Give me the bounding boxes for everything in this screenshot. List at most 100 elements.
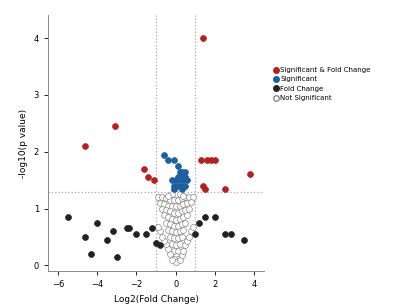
Point — [164, 228, 171, 233]
Point — [182, 220, 189, 225]
Point — [141, 166, 148, 171]
Point — [166, 209, 173, 214]
Point — [64, 215, 71, 220]
Point — [176, 203, 183, 208]
Point — [180, 194, 187, 199]
Point — [151, 178, 157, 183]
Point — [170, 236, 177, 241]
Point — [178, 183, 185, 188]
Point — [170, 211, 177, 216]
Point — [114, 254, 120, 259]
Point — [88, 252, 94, 257]
Point — [172, 192, 179, 197]
Point — [125, 226, 132, 231]
Point — [153, 240, 159, 245]
Point — [176, 229, 183, 234]
Point — [123, 226, 130, 231]
Point — [180, 178, 187, 183]
Point — [178, 186, 185, 191]
Point — [174, 211, 181, 216]
Point — [184, 178, 191, 183]
Point — [174, 256, 181, 261]
Point — [182, 242, 189, 247]
Point — [170, 256, 177, 261]
Point — [186, 206, 192, 211]
Point — [159, 234, 165, 239]
Point — [182, 207, 189, 212]
Point — [164, 158, 171, 163]
Point — [174, 164, 181, 168]
Point — [161, 213, 167, 218]
Point — [168, 203, 175, 208]
Point — [166, 252, 173, 257]
Point — [188, 199, 194, 204]
Point — [182, 175, 189, 180]
Point — [182, 183, 189, 188]
Point — [159, 195, 165, 200]
Point — [157, 229, 163, 234]
Point — [196, 220, 202, 225]
Y-axis label: -log10(p value): -log10(p value) — [19, 109, 28, 178]
Point — [112, 124, 118, 129]
Point — [94, 220, 100, 225]
Point — [178, 209, 185, 214]
Point — [178, 222, 185, 227]
Point — [170, 248, 177, 253]
Point — [190, 224, 196, 229]
Point — [200, 183, 206, 188]
Point — [212, 215, 218, 220]
Point — [222, 186, 228, 191]
Point — [149, 226, 155, 231]
Point — [168, 178, 175, 183]
Point — [247, 172, 254, 177]
Point — [172, 242, 179, 247]
Point — [166, 234, 173, 239]
Point — [198, 158, 204, 163]
Point — [174, 175, 181, 180]
Point — [176, 216, 183, 221]
Point — [184, 201, 191, 205]
Point — [163, 196, 169, 201]
Point — [159, 206, 165, 211]
Point — [163, 207, 169, 212]
Point — [163, 241, 169, 246]
Point — [228, 232, 234, 237]
Point — [110, 229, 116, 234]
Point — [170, 223, 177, 228]
Point — [184, 239, 191, 244]
Point — [172, 259, 179, 264]
Point — [161, 239, 167, 244]
Point — [172, 254, 179, 259]
Point — [202, 186, 208, 191]
Point — [176, 241, 183, 246]
Point — [172, 203, 179, 208]
Point — [168, 241, 175, 246]
Point — [155, 195, 161, 200]
Point — [145, 175, 151, 180]
Point — [178, 253, 185, 257]
Point — [180, 248, 187, 253]
Point — [157, 201, 163, 205]
Point — [82, 234, 88, 239]
Point — [180, 215, 187, 220]
Point — [161, 201, 167, 206]
Point — [174, 197, 181, 202]
Point — [182, 169, 189, 174]
Point — [161, 152, 167, 157]
Point — [184, 213, 191, 218]
Point — [164, 215, 171, 220]
Point — [133, 232, 140, 237]
Point — [168, 229, 175, 234]
Point — [82, 144, 88, 148]
Point — [143, 232, 149, 237]
Point — [222, 232, 228, 237]
Point — [168, 192, 175, 197]
Point — [178, 175, 185, 180]
Point — [174, 248, 181, 253]
Point — [208, 158, 214, 163]
Point — [180, 228, 187, 233]
Point — [186, 195, 192, 200]
Point — [174, 223, 181, 228]
Point — [241, 237, 248, 242]
Point — [204, 158, 210, 163]
